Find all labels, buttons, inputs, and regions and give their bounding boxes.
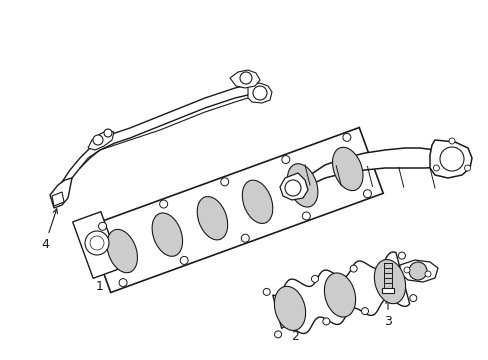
Polygon shape	[88, 130, 114, 150]
Circle shape	[274, 331, 281, 338]
Circle shape	[363, 190, 371, 198]
Polygon shape	[280, 173, 307, 200]
Polygon shape	[229, 70, 260, 88]
Text: 2: 2	[290, 314, 307, 343]
Circle shape	[85, 231, 109, 255]
Circle shape	[99, 222, 106, 230]
Circle shape	[403, 267, 409, 273]
Circle shape	[398, 252, 405, 259]
Circle shape	[448, 138, 454, 144]
Circle shape	[322, 318, 329, 325]
Circle shape	[302, 212, 310, 220]
Circle shape	[119, 279, 127, 287]
Polygon shape	[429, 140, 471, 178]
Polygon shape	[86, 127, 383, 292]
Circle shape	[160, 200, 167, 208]
Circle shape	[361, 307, 368, 315]
Polygon shape	[52, 192, 64, 206]
Ellipse shape	[107, 229, 137, 273]
Polygon shape	[73, 212, 121, 278]
Circle shape	[180, 256, 188, 265]
Ellipse shape	[287, 164, 317, 207]
Circle shape	[439, 147, 463, 171]
Polygon shape	[50, 178, 72, 208]
Circle shape	[240, 72, 251, 84]
Text: 1: 1	[96, 252, 108, 293]
Circle shape	[464, 165, 469, 171]
Circle shape	[424, 271, 430, 277]
Ellipse shape	[152, 213, 182, 256]
Circle shape	[90, 236, 104, 250]
Circle shape	[252, 86, 266, 100]
Ellipse shape	[274, 286, 305, 330]
Text: 4: 4	[41, 209, 58, 251]
Ellipse shape	[324, 273, 355, 317]
Polygon shape	[55, 85, 251, 205]
Ellipse shape	[332, 147, 362, 191]
Polygon shape	[272, 252, 409, 333]
Polygon shape	[381, 288, 393, 293]
Text: 3: 3	[383, 299, 391, 328]
Ellipse shape	[242, 180, 272, 224]
Circle shape	[311, 275, 318, 283]
Circle shape	[285, 180, 301, 196]
Circle shape	[432, 165, 439, 171]
Circle shape	[408, 262, 426, 280]
Circle shape	[241, 234, 249, 242]
Circle shape	[349, 265, 356, 272]
Circle shape	[263, 288, 270, 295]
Ellipse shape	[374, 260, 405, 304]
Circle shape	[104, 129, 112, 137]
Circle shape	[93, 135, 103, 145]
Polygon shape	[399, 260, 437, 282]
Circle shape	[342, 133, 350, 141]
Circle shape	[281, 156, 289, 163]
Circle shape	[220, 178, 228, 186]
Polygon shape	[247, 83, 271, 103]
Circle shape	[409, 294, 416, 302]
Ellipse shape	[197, 197, 227, 240]
Polygon shape	[294, 148, 447, 193]
